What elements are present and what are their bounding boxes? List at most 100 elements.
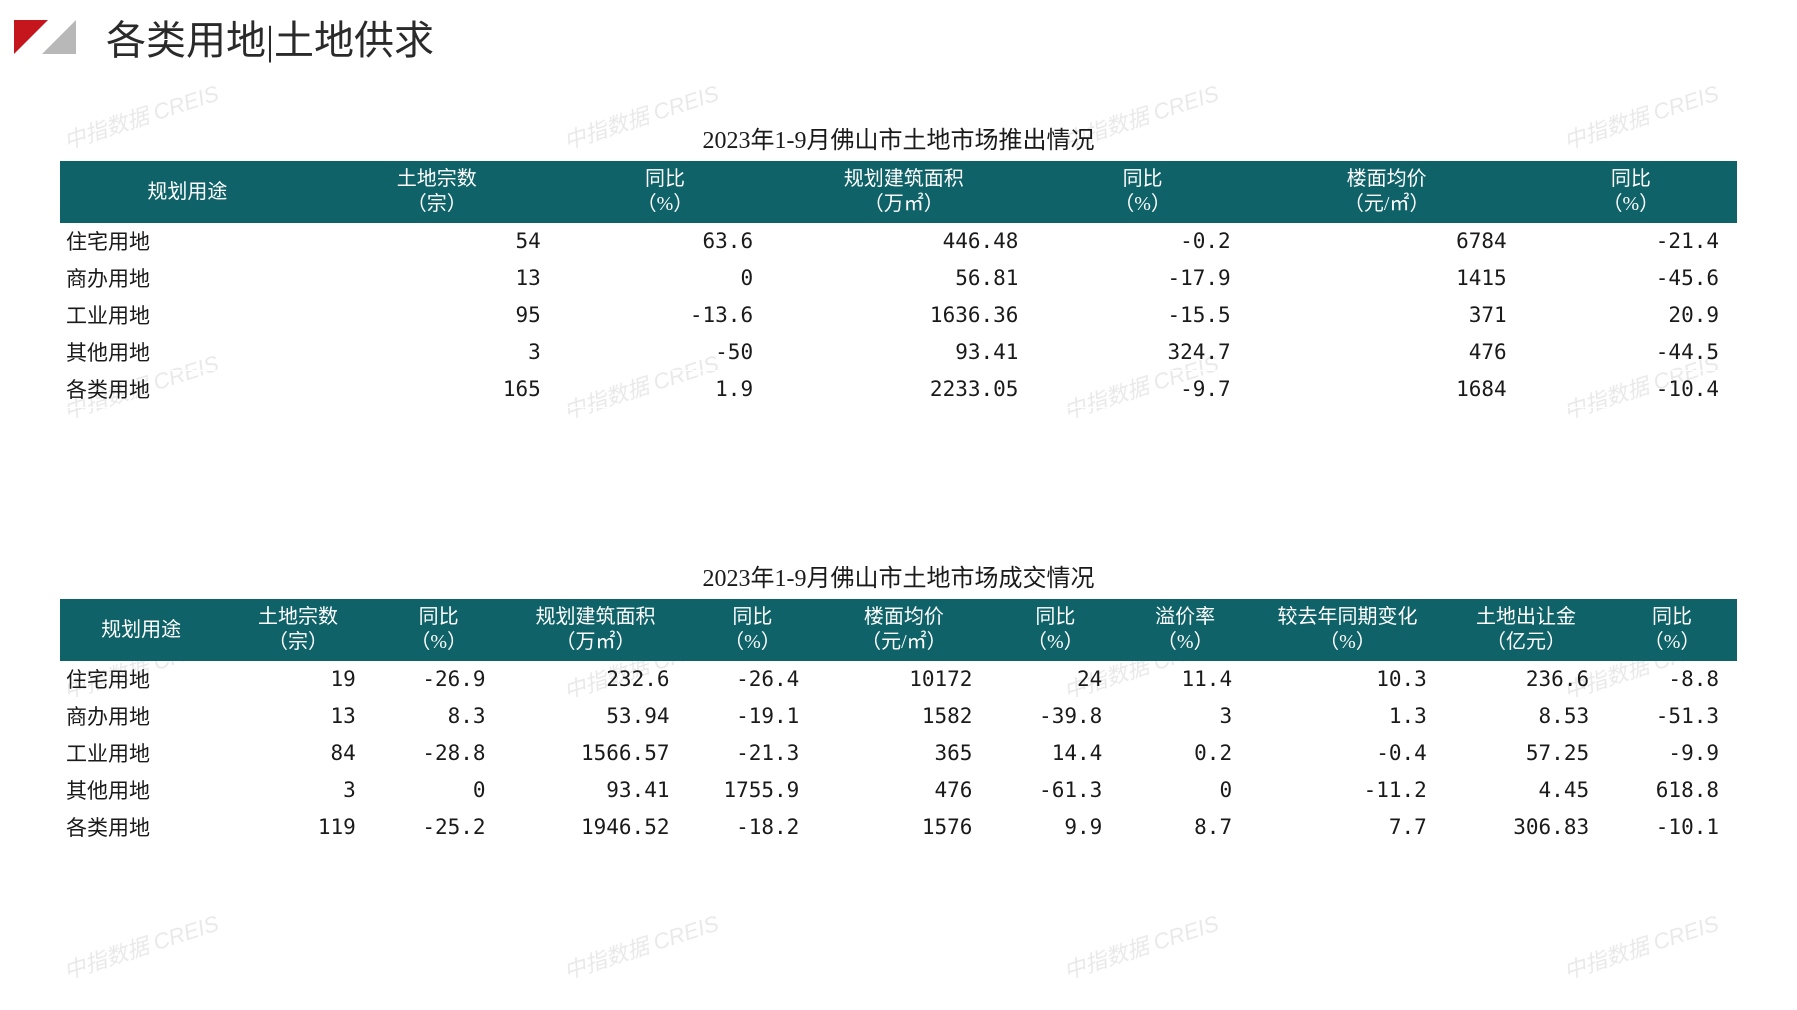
table1-title: 2023年1-9月佛山市土地市场推出情况 bbox=[60, 120, 1737, 155]
table-row: 工业用地95-13.61636.36-15.537120.9 bbox=[60, 297, 1737, 334]
data-cell: -13.6 bbox=[559, 297, 771, 334]
table-supply: 规划用途土地宗数（宗）同比（%）规划建筑面积（万㎡）同比（%）楼面均价（元/㎡）… bbox=[60, 161, 1737, 408]
watermark-text: 中指数据 CREIS bbox=[59, 906, 222, 986]
row-label: 住宅用地 bbox=[60, 223, 315, 260]
row-label: 各类用地 bbox=[60, 371, 315, 408]
table1-header-cell: 规划用途 bbox=[60, 161, 315, 223]
data-cell: -61.3 bbox=[990, 772, 1120, 809]
table-row: 各类用地119-25.21946.52-18.215769.98.77.7306… bbox=[60, 809, 1737, 846]
data-cell: -45.6 bbox=[1525, 260, 1737, 297]
data-cell: -21.3 bbox=[688, 735, 818, 772]
data-cell: -15.5 bbox=[1036, 297, 1248, 334]
data-cell: 446.48 bbox=[771, 223, 1036, 260]
data-cell: 8.53 bbox=[1445, 698, 1607, 735]
data-cell: 56.81 bbox=[771, 260, 1036, 297]
table-row: 商办用地138.353.94-19.11582-39.831.38.53-51.… bbox=[60, 698, 1737, 735]
table1-header-cell: 楼面均价（元/㎡） bbox=[1249, 161, 1525, 223]
table2-header-cell: 溢价率（%） bbox=[1120, 599, 1250, 661]
data-cell: 13 bbox=[315, 260, 559, 297]
row-label: 住宅用地 bbox=[60, 661, 222, 698]
data-cell: -21.4 bbox=[1525, 223, 1737, 260]
table2-title: 2023年1-9月佛山市土地市场成交情况 bbox=[60, 558, 1737, 593]
table1-header-cell: 土地宗数（宗） bbox=[315, 161, 559, 223]
data-cell: 1755.9 bbox=[688, 772, 818, 809]
row-label: 商办用地 bbox=[60, 698, 222, 735]
data-cell: -10.4 bbox=[1525, 371, 1737, 408]
data-cell: -19.1 bbox=[688, 698, 818, 735]
data-cell: 3 bbox=[315, 334, 559, 371]
data-cell: 232.6 bbox=[504, 661, 688, 698]
data-cell: 8.3 bbox=[374, 698, 504, 735]
data-cell: 8.7 bbox=[1120, 809, 1250, 846]
data-cell: 1636.36 bbox=[771, 297, 1036, 334]
title-separator: | bbox=[266, 18, 274, 63]
data-cell: -10.1 bbox=[1607, 809, 1737, 846]
data-cell: 93.41 bbox=[504, 772, 688, 809]
page-header: 各类用地|土地供求 bbox=[0, 0, 1797, 66]
data-cell: 20.9 bbox=[1525, 297, 1737, 334]
data-cell: 7.7 bbox=[1250, 809, 1445, 846]
table1-header-cell: 同比（%） bbox=[1036, 161, 1248, 223]
data-cell: 9.9 bbox=[990, 809, 1120, 846]
data-cell: 4.45 bbox=[1445, 772, 1607, 809]
data-cell: 1.3 bbox=[1250, 698, 1445, 735]
data-cell: 54 bbox=[315, 223, 559, 260]
data-cell: 1566.57 bbox=[504, 735, 688, 772]
data-cell: 476 bbox=[817, 772, 990, 809]
data-cell: -8.8 bbox=[1607, 661, 1737, 698]
data-cell: 1946.52 bbox=[504, 809, 688, 846]
data-cell: -39.8 bbox=[990, 698, 1120, 735]
data-cell: 24 bbox=[990, 661, 1120, 698]
row-label: 其他用地 bbox=[60, 772, 222, 809]
data-cell: 365 bbox=[817, 735, 990, 772]
data-cell: -9.9 bbox=[1607, 735, 1737, 772]
data-cell: 1576 bbox=[817, 809, 990, 846]
data-cell: 0 bbox=[1120, 772, 1250, 809]
data-cell: 165 bbox=[315, 371, 559, 408]
data-cell: 6784 bbox=[1249, 223, 1525, 260]
data-cell: 14.4 bbox=[990, 735, 1120, 772]
data-cell: -18.2 bbox=[688, 809, 818, 846]
data-cell: -44.5 bbox=[1525, 334, 1737, 371]
table-row: 工业用地84-28.81566.57-21.336514.40.2-0.457.… bbox=[60, 735, 1737, 772]
data-cell: -0.2 bbox=[1036, 223, 1248, 260]
table-deal: 规划用途土地宗数（宗）同比（%）规划建筑面积（万㎡）同比（%）楼面均价（元/㎡）… bbox=[60, 599, 1737, 846]
table2-header-cell: 较去年同期变化（%） bbox=[1250, 599, 1445, 661]
table2-header-row: 规划用途土地宗数（宗）同比（%）规划建筑面积（万㎡）同比（%）楼面均价（元/㎡）… bbox=[60, 599, 1737, 661]
data-cell: 1582 bbox=[817, 698, 990, 735]
row-label: 工业用地 bbox=[60, 735, 222, 772]
data-cell: -51.3 bbox=[1607, 698, 1737, 735]
watermark-text: 中指数据 CREIS bbox=[1059, 906, 1222, 986]
table1-header-row: 规划用途土地宗数（宗）同比（%）规划建筑面积（万㎡）同比（%）楼面均价（元/㎡）… bbox=[60, 161, 1737, 223]
data-cell: 476 bbox=[1249, 334, 1525, 371]
title-right: 土地供求 bbox=[274, 18, 434, 63]
table2-header-cell: 土地宗数（宗） bbox=[222, 599, 373, 661]
data-cell: 53.94 bbox=[504, 698, 688, 735]
table1-header-cell: 同比（%） bbox=[1525, 161, 1737, 223]
table2-header-cell: 同比（%） bbox=[374, 599, 504, 661]
data-cell: -26.9 bbox=[374, 661, 504, 698]
data-cell: -17.9 bbox=[1036, 260, 1248, 297]
data-cell: 10172 bbox=[817, 661, 990, 698]
data-cell: 3 bbox=[1120, 698, 1250, 735]
data-cell: 1684 bbox=[1249, 371, 1525, 408]
data-cell: 10.3 bbox=[1250, 661, 1445, 698]
data-cell: 324.7 bbox=[1036, 334, 1248, 371]
data-cell: 236.6 bbox=[1445, 661, 1607, 698]
data-cell: 19 bbox=[222, 661, 373, 698]
data-cell: -0.4 bbox=[1250, 735, 1445, 772]
data-cell: 11.4 bbox=[1120, 661, 1250, 698]
data-cell: 371 bbox=[1249, 297, 1525, 334]
watermark-text: 中指数据 CREIS bbox=[1559, 906, 1722, 986]
data-cell: 0 bbox=[559, 260, 771, 297]
data-cell: 119 bbox=[222, 809, 373, 846]
data-cell: -11.2 bbox=[1250, 772, 1445, 809]
watermark-text: 中指数据 CREIS bbox=[559, 906, 722, 986]
data-cell: 0.2 bbox=[1120, 735, 1250, 772]
title-left: 各类用地 bbox=[106, 18, 266, 63]
data-cell: -28.8 bbox=[374, 735, 504, 772]
row-label: 各类用地 bbox=[60, 809, 222, 846]
data-cell: 0 bbox=[374, 772, 504, 809]
table2-header-cell: 土地出让金（亿元） bbox=[1445, 599, 1607, 661]
data-cell: 57.25 bbox=[1445, 735, 1607, 772]
